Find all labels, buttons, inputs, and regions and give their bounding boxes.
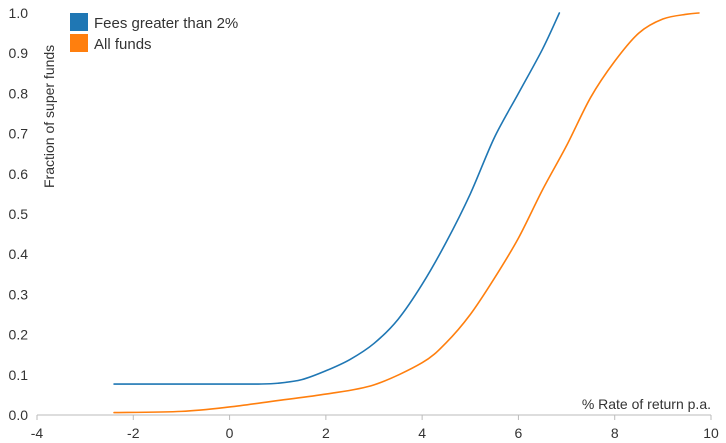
x-axis-ticks: -4 -2 0 2 4 6 8 10	[31, 415, 719, 441]
legend-label-all-funds: All funds	[94, 36, 152, 53]
y-tick-label: 0.9	[9, 45, 29, 61]
y-tick-label: 0.7	[9, 126, 29, 142]
y-axis-ticks: 0.0 0.1 0.2 0.3 0.4 0.5 0.6 0.7 0.8 0.9 1.0	[9, 5, 29, 423]
y-tick-label: 0.3	[9, 286, 29, 302]
x-tick-label: 4	[418, 425, 426, 441]
legend-item-fees[interactable]: Fees greater than 2%	[70, 13, 238, 32]
y-tick-label: 0.2	[9, 327, 29, 343]
x-tick-label: 0	[226, 425, 234, 441]
legend-label-fees: Fees greater than 2%	[94, 15, 238, 32]
x-axis-title: % Rate of return p.a.	[582, 396, 711, 412]
y-tick-label: 0.1	[9, 367, 29, 383]
x-tick-label: -2	[127, 425, 140, 441]
legend-item-all-funds[interactable]: All funds	[70, 34, 152, 53]
x-tick-label: 10	[703, 425, 719, 441]
y-tick-label: 0.5	[9, 206, 29, 222]
y-tick-label: 1.0	[9, 5, 29, 21]
y-tick-label: 0.0	[9, 407, 29, 423]
x-tick-label: 8	[611, 425, 619, 441]
y-tick-label: 0.8	[9, 85, 29, 101]
legend-swatch-all-funds	[70, 34, 88, 52]
y-tick-label: 0.6	[9, 166, 29, 182]
series-line-all-funds	[113, 12, 700, 414]
x-tick-label: -4	[31, 425, 44, 441]
legend: Fees greater than 2% All funds	[70, 13, 238, 53]
y-tick-label: 0.4	[9, 246, 29, 262]
x-tick-label: 6	[515, 425, 523, 441]
series-line-fees	[113, 12, 561, 385]
series-layer	[113, 12, 700, 414]
y-axis-title: Fraction of super funds	[41, 45, 57, 188]
x-tick-label: 2	[322, 425, 330, 441]
legend-swatch-fees	[70, 13, 88, 31]
